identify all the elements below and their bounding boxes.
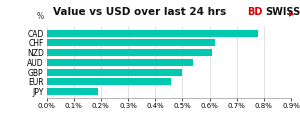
Text: BD: BD [247, 7, 262, 17]
Bar [46, 39, 215, 46]
Text: ▶: ▶ [289, 11, 294, 17]
Bar [46, 69, 182, 76]
Text: Value vs USD over last 24 hrs: Value vs USD over last 24 hrs [53, 7, 226, 17]
Bar [46, 30, 258, 37]
Bar [46, 78, 172, 85]
Bar [46, 59, 193, 66]
Text: %: % [37, 12, 44, 21]
Bar [46, 49, 212, 56]
Bar [46, 88, 98, 95]
Text: SWISS: SWISS [265, 7, 300, 17]
